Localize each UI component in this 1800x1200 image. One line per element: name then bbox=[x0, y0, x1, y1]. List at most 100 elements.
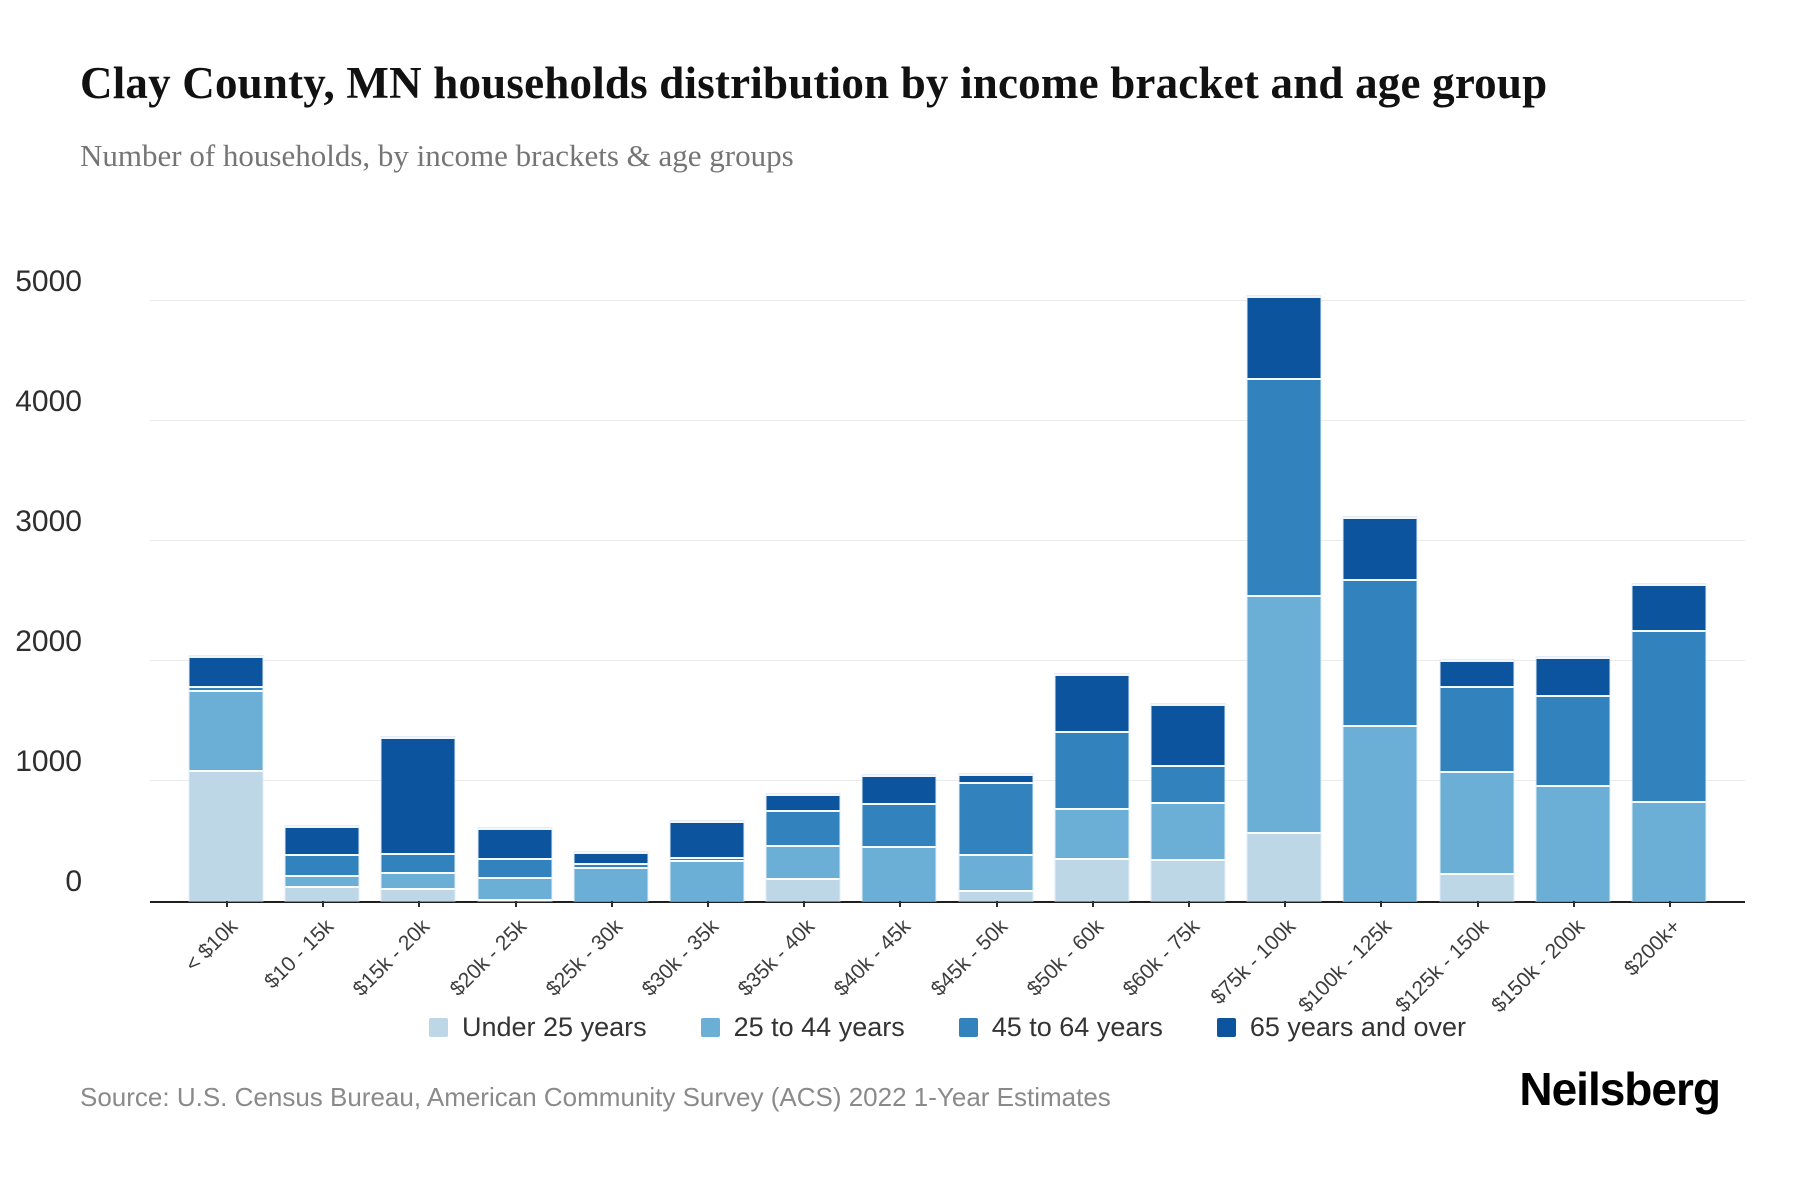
bar-segment[interactable] bbox=[1343, 517, 1417, 579]
bar-segment[interactable] bbox=[1536, 695, 1610, 785]
bar-segment[interactable] bbox=[574, 863, 648, 868]
stacked-bar-$60k - 75k bbox=[1150, 702, 1226, 903]
legend-swatch-icon bbox=[429, 1018, 448, 1037]
bar-segment[interactable] bbox=[1440, 873, 1514, 901]
x-axis-tick bbox=[322, 901, 325, 907]
y-tick-label-4000: 4000 bbox=[15, 385, 82, 418]
bar-segment[interactable] bbox=[285, 886, 359, 901]
gridline-5000 bbox=[150, 300, 1745, 301]
bar-segment[interactable] bbox=[766, 878, 840, 901]
legend-item[interactable]: 25 to 44 years bbox=[700, 1012, 905, 1043]
bar-segment[interactable] bbox=[862, 775, 936, 804]
bar-segment[interactable] bbox=[766, 794, 840, 811]
bar-segment[interactable] bbox=[478, 876, 552, 899]
bar-segment[interactable] bbox=[1440, 770, 1514, 874]
x-tick-label: $200k+ bbox=[1619, 915, 1686, 981]
bar-segment[interactable] bbox=[381, 887, 455, 901]
bar-segment[interactable] bbox=[959, 774, 1033, 783]
bar-segment[interactable] bbox=[574, 867, 648, 901]
bar-segment[interactable] bbox=[189, 690, 263, 771]
x-axis-tick bbox=[707, 901, 710, 907]
legend-item[interactable]: 45 to 64 years bbox=[958, 1012, 1163, 1043]
bar-segment[interactable] bbox=[478, 827, 552, 858]
bar-segment[interactable] bbox=[1536, 784, 1610, 901]
bar-segment[interactable] bbox=[1536, 656, 1610, 696]
bar-slot: $50k - 60k bbox=[1022, 301, 1140, 1001]
x-axis-tick bbox=[1668, 901, 1671, 907]
x-tick-label: $10 - 15k bbox=[260, 915, 339, 994]
x-tick-label: $45k - 50k bbox=[926, 915, 1012, 1001]
x-axis-tick bbox=[1284, 901, 1287, 907]
bar-segment[interactable] bbox=[1247, 832, 1321, 901]
x-axis-tick bbox=[1476, 901, 1479, 907]
chart-subtitle: Number of households, by income brackets… bbox=[80, 137, 794, 173]
bar-segment[interactable] bbox=[1055, 731, 1129, 809]
x-axis-tick bbox=[514, 901, 517, 907]
y-tick-label-5000: 5000 bbox=[15, 265, 82, 298]
bar-segment[interactable] bbox=[1055, 808, 1129, 859]
neilsberg-logo: Neilsberg bbox=[1519, 1063, 1721, 1115]
bar-slot: $30k - 35k bbox=[638, 301, 755, 1001]
bar-segment[interactable] bbox=[959, 890, 1033, 901]
bar-segment[interactable] bbox=[959, 853, 1033, 891]
bar-segment[interactable] bbox=[1440, 659, 1514, 686]
bar-segment[interactable] bbox=[1055, 858, 1129, 901]
chart-header: Clay County, MN households distribution … bbox=[80, 52, 1560, 174]
legend-item[interactable]: 65 years and over bbox=[1216, 1012, 1466, 1043]
bar-segment[interactable] bbox=[574, 851, 648, 864]
bar-segment[interactable] bbox=[381, 736, 455, 854]
bar-segment[interactable] bbox=[478, 857, 552, 877]
bar-segment[interactable] bbox=[285, 874, 359, 886]
bar-segment[interactable] bbox=[1151, 802, 1225, 859]
bar-segment[interactable] bbox=[1343, 578, 1417, 726]
bar-segment[interactable] bbox=[478, 899, 552, 901]
bar-segment[interactable] bbox=[381, 853, 455, 873]
legend-label: 25 to 44 years bbox=[733, 1012, 905, 1042]
bar-segment[interactable] bbox=[862, 845, 936, 901]
x-axis-tick bbox=[1091, 901, 1094, 907]
x-tick-label: $125k - 150k bbox=[1390, 915, 1493, 1018]
gridline-1000 bbox=[150, 780, 1745, 781]
bar-segment[interactable] bbox=[1151, 703, 1225, 766]
bar-segment[interactable] bbox=[862, 803, 936, 846]
x-tick-label: $15k - 20k bbox=[349, 915, 435, 1001]
bar-segment[interactable] bbox=[1343, 725, 1417, 901]
bar-segment[interactable] bbox=[1247, 296, 1321, 379]
stacked-bar-$25k - 30k bbox=[573, 850, 649, 903]
x-axis-tick bbox=[610, 901, 613, 907]
bar-slot: $10 - 15k bbox=[260, 301, 370, 993]
chart-title: Clay County, MN households distribution … bbox=[80, 58, 1548, 108]
x-axis-tick bbox=[418, 901, 421, 907]
x-tick-label: $40k - 45k bbox=[830, 915, 916, 1001]
bar-segment[interactable] bbox=[670, 820, 744, 858]
bar-segment[interactable] bbox=[1151, 765, 1225, 802]
bar-segment[interactable] bbox=[670, 857, 744, 860]
bar-segment[interactable] bbox=[1632, 583, 1706, 630]
bar-segment[interactable] bbox=[1151, 859, 1225, 901]
stacked-bar-$75k - 100k bbox=[1246, 295, 1322, 902]
bar-segment[interactable] bbox=[670, 859, 744, 901]
bar-segment[interactable] bbox=[285, 853, 359, 875]
bar-segment[interactable] bbox=[1247, 378, 1321, 595]
bar-segment[interactable] bbox=[1632, 800, 1706, 901]
bar-segment[interactable] bbox=[766, 844, 840, 879]
bar-segment[interactable] bbox=[1440, 685, 1514, 771]
x-tick-label: $100k - 125k bbox=[1294, 915, 1397, 1018]
bar-segment[interactable] bbox=[766, 810, 840, 845]
bar-segment[interactable] bbox=[189, 770, 263, 901]
gridline-4000 bbox=[150, 420, 1745, 421]
x-tick-label: $150k - 200k bbox=[1486, 915, 1589, 1018]
stacked-bar-$50k - 60k bbox=[1054, 672, 1130, 903]
bar-segment[interactable] bbox=[189, 655, 263, 686]
bar-segment[interactable] bbox=[1632, 629, 1706, 801]
gridline-2000 bbox=[150, 660, 1745, 661]
bar-segment[interactable] bbox=[1247, 595, 1321, 832]
bar-segment[interactable] bbox=[959, 782, 1033, 854]
bar-segment[interactable] bbox=[285, 826, 359, 854]
bar-segment[interactable] bbox=[381, 872, 455, 888]
bar-slot: < $10k bbox=[178, 301, 274, 976]
bar-segment[interactable] bbox=[1055, 673, 1129, 732]
bar-segment[interactable] bbox=[189, 685, 263, 691]
legend-item[interactable]: Under 25 years bbox=[429, 1012, 647, 1043]
x-tick-label: $25k - 30k bbox=[541, 915, 628, 1001]
